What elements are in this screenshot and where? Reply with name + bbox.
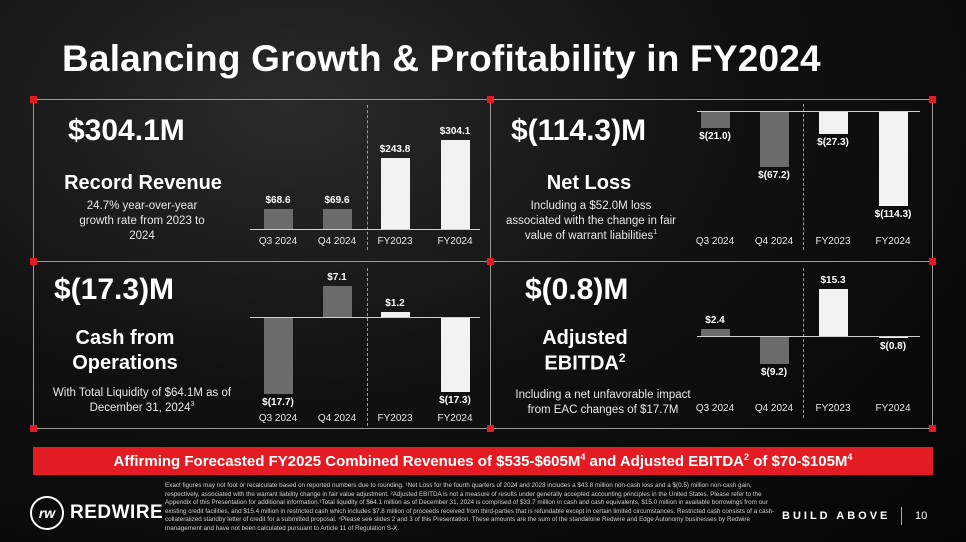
bar-value-label: $(27.3) [817, 136, 849, 148]
net-loss-headline: $(114.3)M [511, 114, 647, 147]
chart-bar [322, 208, 352, 229]
bar-value-label: $(21.0) [699, 131, 731, 143]
corner-marker [30, 258, 37, 265]
category-label: Q4 2024 [754, 236, 794, 247]
chart-bar [322, 286, 352, 317]
forecast-banner: Affirming Forecasted FY2025 Combined Rev… [33, 447, 933, 475]
footnote: Exact figures may not foot or recalculat… [165, 482, 775, 532]
redwire-logo-text: REDWIRE [70, 502, 164, 523]
chart-divider [803, 104, 804, 250]
revenue-headline: $304.1M [68, 114, 185, 147]
bar-value-label: $7.1 [327, 272, 347, 284]
tagline: BUILD ABOVE [782, 510, 891, 522]
bar-value-label: $(114.3) [874, 208, 912, 220]
category-label: FY2023 [815, 236, 851, 247]
revenue-description: 24.7% year-over-year growth rate from 20… [79, 200, 205, 242]
ebitda-headline: $(0.8)M [525, 273, 629, 306]
chart-zero-axis [250, 229, 480, 230]
chart-bar [700, 328, 730, 336]
chart-bar [440, 317, 470, 393]
corner-marker [929, 96, 936, 103]
chart-bar [759, 111, 789, 167]
chart-bar [700, 111, 730, 129]
grid-middle-line [33, 261, 933, 262]
chart-bar [818, 289, 848, 336]
category-label: FY2024 [437, 236, 473, 247]
chart-bar [380, 311, 410, 317]
page-number: 10 [915, 510, 928, 522]
bar-value-label: $243.8 [379, 143, 411, 155]
bar-value-label: $69.6 [324, 194, 350, 206]
category-label: FY2023 [377, 413, 413, 424]
bar-value-label: $(0.8) [879, 341, 907, 353]
chart-bar [878, 111, 908, 206]
bar-value-label: $15.3 [820, 275, 846, 287]
bar-value-label: $68.6 [265, 194, 291, 206]
footer-separator [901, 507, 902, 525]
corner-marker [929, 258, 936, 265]
revenue-subtitle: Record Revenue [64, 172, 222, 194]
bar-value-label: $(9.2) [760, 367, 788, 379]
chart-bar [759, 336, 789, 365]
bar-value-label: $(17.3) [439, 395, 471, 407]
chart-bar [380, 157, 410, 229]
slide-title: Balancing Growth & Profitability in FY20… [62, 38, 821, 79]
bar-value-label: $304.1 [439, 126, 471, 138]
category-label: Q4 2024 [317, 413, 357, 424]
chart-divider [803, 268, 804, 418]
corner-marker [487, 96, 494, 103]
category-label: FY2024 [875, 236, 911, 247]
corner-marker [929, 425, 936, 432]
category-label: FY2024 [437, 413, 473, 424]
cash-subtitle: Cash from Operations [72, 327, 178, 374]
net-loss-subtitle: Net Loss [546, 172, 632, 194]
chart-divider [367, 268, 368, 426]
bar-value-label: $2.4 [705, 314, 725, 326]
category-label: Q4 2024 [754, 403, 794, 414]
chart-bar [440, 140, 470, 229]
ebitda-description: Including a net unfavorable impact from … [515, 389, 691, 416]
cash-headline: $(17.3)M [54, 273, 175, 306]
category-label: Q3 2024 [695, 403, 735, 414]
net-loss-description: Including a $52.0M loss associated with … [505, 200, 677, 242]
category-label: Q3 2024 [695, 236, 735, 247]
bar-value-label: $(17.7) [262, 396, 294, 408]
chart-bar [263, 208, 293, 229]
corner-marker [30, 96, 37, 103]
category-label: Q4 2024 [317, 236, 357, 247]
chart-zero-axis [250, 317, 480, 318]
grid-top-line [33, 99, 933, 100]
chart-divider [367, 105, 368, 250]
grid-bottom-line [33, 428, 933, 429]
banner-text: Affirming Forecasted FY2025 Combined Rev… [113, 452, 853, 470]
category-label: Q3 2024 [258, 236, 298, 247]
corner-marker [487, 425, 494, 432]
chart-zero-axis [697, 336, 920, 337]
chart-zero-axis [697, 111, 920, 112]
chart-bar [263, 317, 293, 394]
category-label: FY2023 [815, 403, 851, 414]
bar-value-label: $1.2 [385, 297, 405, 309]
redwire-logo: rw REDWIRE [30, 496, 163, 530]
ebitda-subtitle: Adjusted EBITDA2 [542, 327, 628, 375]
cash-description: With Total Liquidity of $64.1M as of Dec… [52, 387, 232, 414]
chart-bar [818, 111, 848, 134]
corner-marker [487, 258, 494, 265]
redwire-logo-icon: rw [30, 496, 64, 530]
corner-marker [30, 425, 37, 432]
chart-bar [878, 336, 908, 339]
category-label: FY2024 [875, 403, 911, 414]
category-label: FY2023 [377, 236, 413, 247]
category-label: Q3 2024 [258, 413, 298, 424]
bar-value-label: $(67.2) [758, 169, 790, 181]
